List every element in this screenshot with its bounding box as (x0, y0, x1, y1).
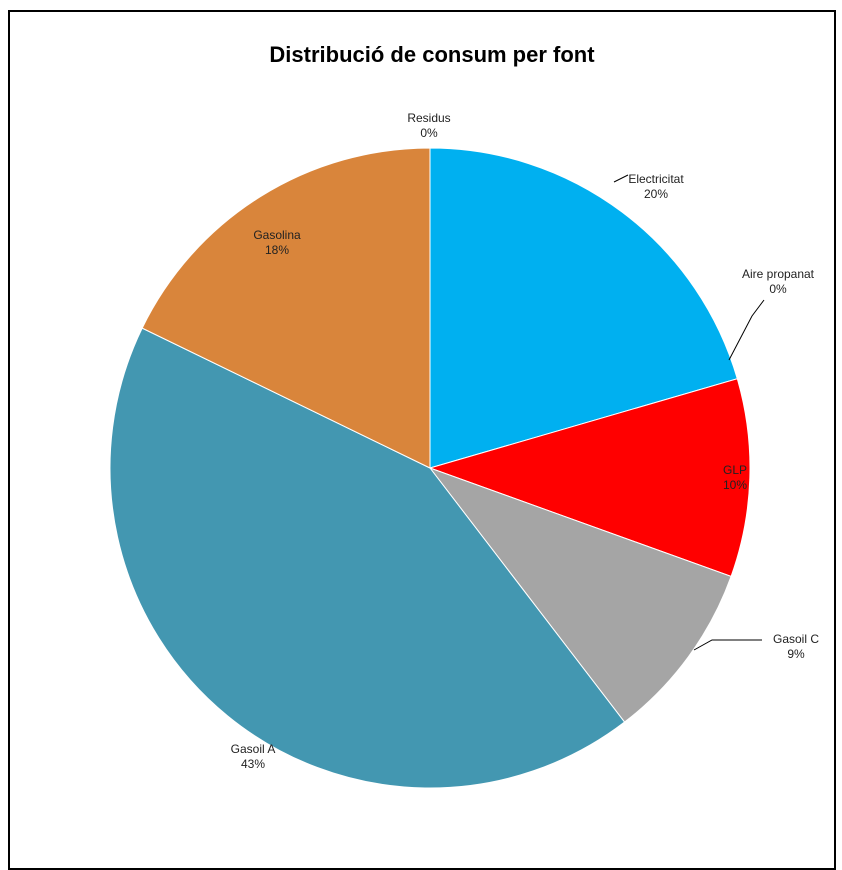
slice-label-percent: 18% (265, 243, 289, 257)
slice-label-percent: 10% (723, 478, 747, 492)
slice-label-percent: 0% (420, 126, 438, 140)
slice-label-name: Gasolina (253, 228, 301, 242)
pie-slices (109, 147, 751, 789)
leader-lines (613, 174, 765, 651)
leader-line-electricitat (613, 174, 629, 183)
slice-label-percent: 9% (787, 647, 805, 661)
slice-label-electricitat: Electricitat 20% (628, 172, 684, 201)
slice-label-name: Gasoil A (231, 742, 276, 756)
pie-slice-gasoil-c (428, 466, 732, 723)
slice-label-percent: 20% (644, 187, 668, 201)
leader-line-gasoil-c (693, 639, 762, 651)
pie-slice-gasoil-a (109, 327, 626, 789)
slice-label-percent: 0% (769, 282, 787, 296)
slice-label-name: Gasoil C (773, 632, 819, 646)
slice-label-name: GLP (723, 463, 747, 477)
slice-label-percent: 43% (241, 757, 265, 771)
slice-label-gasoil-a: Gasoil A 43% (231, 742, 276, 771)
slice-label-gasolina: Gasolina 18% (253, 228, 301, 257)
pie-slice-gasolina (141, 147, 431, 469)
slice-label-name: Electricitat (628, 172, 684, 186)
pie-slice-glp (428, 378, 751, 578)
slice-label-glp: GLP 10% (723, 463, 747, 492)
chart-title: Distribució de consum per font (269, 42, 595, 67)
slice-label-aire-propanat: Aire propanat 0% (742, 267, 815, 296)
slice-label-gasoil-c: Gasoil C 9% (773, 632, 819, 661)
slice-labels: Electricitat 20%Aire propanat 0%GLP 10%Gaso… (231, 111, 820, 771)
pie-slice-electricitat (429, 147, 738, 469)
slice-label-name: Aire propanat (742, 267, 815, 281)
leader-line-aire-propanat (728, 299, 765, 361)
slice-label-name: Residus (407, 111, 450, 125)
slice-label-residus: Residus 0% (407, 111, 450, 140)
